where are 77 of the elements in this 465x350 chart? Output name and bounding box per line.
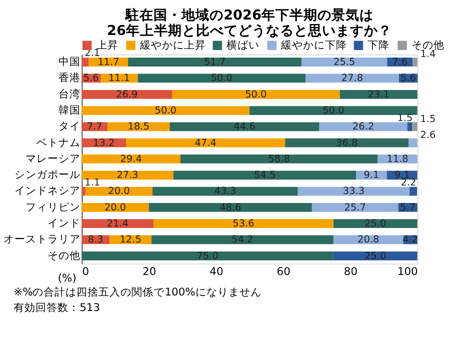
data-label: 1.1	[84, 177, 100, 188]
y-tick-label: その他	[47, 248, 80, 262]
data-label: 58.8	[268, 154, 290, 165]
x-tick-label: 40	[210, 264, 224, 278]
data-label: 2.6	[420, 130, 436, 141]
data-label: 1.4	[420, 49, 436, 60]
x-tick-label: 100	[397, 264, 418, 278]
legend-label: 横ばい	[226, 38, 260, 52]
data-label: 48.6	[220, 202, 242, 214]
text: ※%の合計は四捨五入の関係で100%になりません	[14, 286, 262, 299]
data-label: 50.0	[322, 105, 344, 116]
data-label: 54.2	[232, 234, 254, 246]
y-tick-label: 韓国	[58, 103, 80, 116]
data-label: 5.7	[400, 202, 416, 214]
y-tick-label: インド	[47, 216, 80, 230]
text: 26年上半期と比べてどうなると思いますか？	[107, 22, 392, 39]
data-label: 20.0	[108, 186, 130, 198]
x-tick-label: 0	[82, 264, 90, 278]
data-label: 11.8	[386, 154, 408, 165]
y-tick-label: オーストラリア	[3, 232, 80, 246]
data-label: 13.2	[93, 138, 115, 149]
y-tick-label: タイ	[58, 120, 80, 133]
data-label: 25.0	[364, 218, 386, 230]
data-label: 9.1	[364, 170, 380, 182]
data-label: 54.5	[254, 170, 276, 182]
x-tick-label: 80	[344, 264, 358, 278]
legend-label: 下降	[368, 38, 390, 52]
data-label: 20.8	[358, 234, 380, 246]
data-label: 75.0	[196, 250, 218, 262]
data-label: 5.6	[83, 73, 99, 84]
data-label: 12.5	[120, 234, 142, 246]
data-label: 1.5	[397, 112, 413, 124]
data-label: 50.0	[210, 73, 232, 84]
data-label: 25.0	[364, 250, 386, 262]
data-label: 50.0	[154, 105, 176, 116]
data-label: 7.7	[86, 122, 102, 133]
data-label: 36.8	[336, 138, 358, 149]
x-tick-label: 60	[276, 264, 291, 278]
text: 駐在国・地域の2026年下半期の景気は	[126, 7, 374, 24]
data-label: 43.3	[214, 186, 236, 198]
data-label: 27.8	[341, 73, 364, 84]
y-tick-label: 台湾	[58, 87, 80, 100]
data-label: 47.4	[194, 138, 216, 149]
data-label: 33.3	[342, 186, 365, 198]
data-label: 1.5	[420, 114, 436, 125]
data-label: 44.6	[234, 122, 256, 133]
data-label: 51.7	[204, 57, 226, 68]
legend-label: 緩やかに下降	[280, 38, 348, 52]
text: 有効回答数：513	[14, 301, 100, 314]
data-label: 26.9	[116, 89, 138, 100]
data-label: 23.1	[368, 89, 390, 100]
data-label: 20.0	[104, 202, 126, 214]
y-tick-label: ベトナム	[36, 136, 80, 149]
data-label: 29.4	[120, 154, 142, 165]
y-tick-label: 中国	[58, 55, 80, 68]
data-label: 18.5	[128, 122, 150, 133]
data-label: 11.1	[108, 73, 130, 84]
y-tick-label: インドネシア	[14, 184, 80, 198]
data-label: 5.6	[400, 73, 416, 84]
data-label: 53.6	[232, 218, 254, 230]
data-label: 25.5	[334, 57, 356, 68]
data-label: 21.4	[106, 218, 128, 230]
y-tick-label: 香港	[58, 71, 80, 84]
legend-label: 上昇	[96, 38, 118, 52]
data-label: 27.3	[116, 170, 138, 182]
x-axis-title: (%)	[58, 272, 76, 285]
y-tick-label: マレーシア	[25, 152, 80, 165]
y-tick-label: フィリピン	[25, 200, 80, 214]
legend-label: 緩やかに上昇	[139, 38, 206, 52]
data-label: 11.7	[98, 57, 120, 68]
data-label: 7.6	[392, 57, 408, 68]
y-tick-label: シンガポール	[14, 168, 80, 182]
data-label: 50.0	[245, 89, 267, 100]
data-label: 25.7	[344, 202, 366, 214]
data-label: 26.2	[352, 122, 374, 133]
data-label: 8.3	[88, 234, 104, 246]
x-tick-label: 20	[142, 264, 156, 278]
